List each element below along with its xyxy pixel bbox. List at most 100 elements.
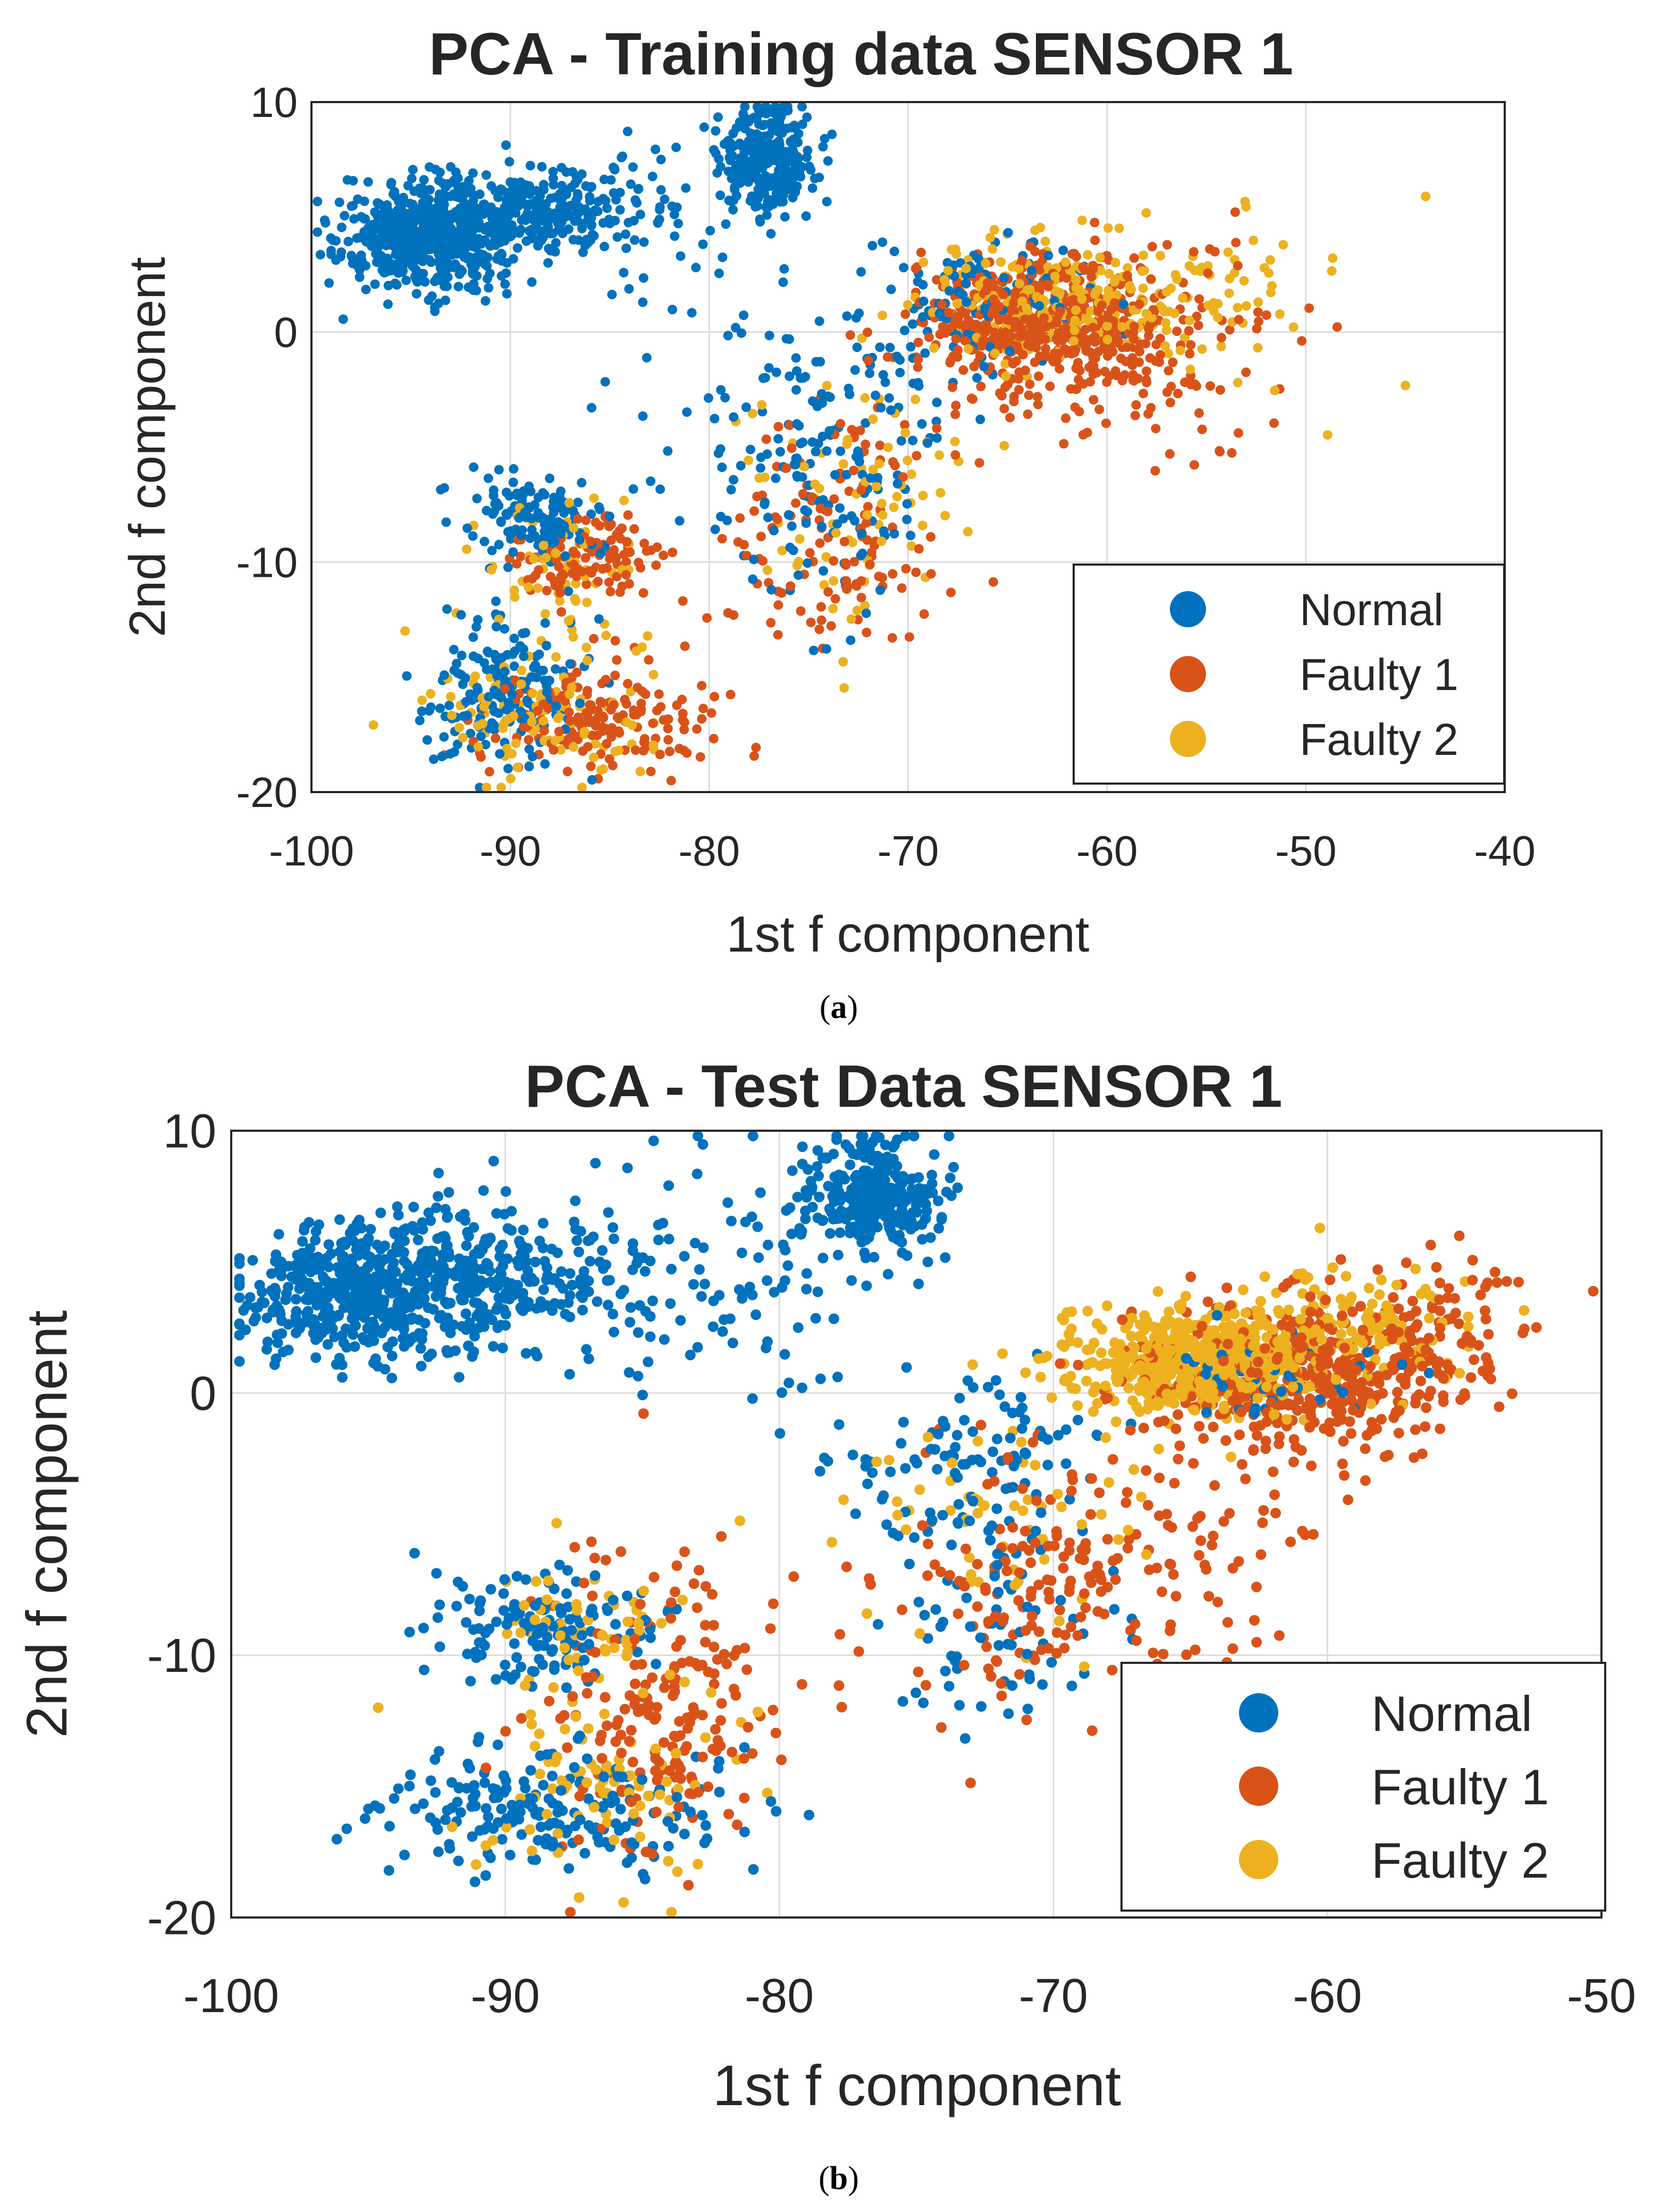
point-normal (762, 449, 772, 459)
point-faulty2 (747, 408, 757, 418)
point-faulty2 (550, 736, 560, 746)
point-normal (488, 485, 499, 495)
point-faulty1 (1017, 256, 1027, 266)
point-normal (482, 665, 492, 675)
point-normal (747, 1130, 758, 1141)
point-faulty1 (710, 692, 720, 702)
point-normal (437, 253, 448, 263)
point-faulty1 (1088, 369, 1098, 379)
point-faulty2 (839, 683, 849, 693)
point-faulty1 (655, 750, 665, 760)
point-normal (359, 196, 369, 206)
point-faulty2 (1160, 341, 1170, 351)
point-faulty2 (637, 642, 647, 652)
point-faulty1 (631, 710, 642, 720)
point-normal (729, 475, 738, 485)
point-faulty1 (692, 1602, 703, 1613)
point-faulty2 (470, 1859, 482, 1870)
point-faulty1 (964, 315, 974, 325)
point-faulty1 (610, 636, 620, 646)
point-normal (374, 1803, 385, 1814)
point-faulty2 (591, 739, 600, 749)
point-faulty2 (735, 1515, 745, 1526)
point-faulty1 (1089, 395, 1099, 405)
point-faulty1 (719, 1649, 730, 1660)
point-faulty2 (1270, 385, 1280, 396)
point-faulty1 (1134, 299, 1144, 309)
point-faulty1 (1168, 357, 1178, 367)
point-faulty1 (556, 607, 567, 617)
point-faulty2 (1374, 1289, 1385, 1300)
point-normal (819, 566, 829, 576)
point-normal (769, 526, 779, 536)
point-faulty1 (1034, 371, 1043, 381)
point-faulty1 (698, 703, 709, 713)
point-normal (940, 1666, 951, 1677)
point-faulty1 (786, 581, 796, 591)
point-faulty2 (1126, 284, 1136, 294)
point-faulty2 (989, 225, 999, 235)
point-faulty2 (1161, 325, 1171, 335)
point-faulty1 (694, 1565, 705, 1576)
point-faulty1 (584, 566, 594, 576)
point-faulty2 (1103, 223, 1113, 233)
point-normal (794, 420, 804, 431)
point-faulty1 (997, 391, 1007, 401)
point-normal (755, 463, 765, 473)
point-faulty2 (1114, 223, 1124, 233)
point-normal (566, 200, 576, 211)
point-normal (404, 1627, 415, 1638)
point-faulty2 (1096, 1347, 1107, 1358)
point-normal (667, 201, 677, 211)
point-normal (449, 645, 459, 654)
point-normal (542, 1262, 553, 1273)
point-faulty1 (678, 596, 688, 606)
point-faulty1 (863, 356, 873, 366)
point-normal (725, 138, 735, 148)
point-normal (702, 1833, 713, 1844)
point-faulty2 (621, 717, 631, 727)
point-normal (443, 272, 453, 282)
point-normal (1055, 1595, 1066, 1606)
point-faulty1 (683, 1880, 694, 1891)
point-normal (442, 281, 452, 291)
chart-b-title: PCA - Test Data SENSOR 1 (525, 1053, 1282, 1120)
point-faulty1 (651, 560, 661, 570)
point-faulty1 (739, 1793, 750, 1804)
point-normal (472, 493, 482, 503)
point-normal (420, 277, 430, 287)
point-normal (739, 147, 749, 157)
point-faulty2 (988, 244, 998, 254)
point-normal (446, 162, 456, 172)
point-faulty2 (1139, 250, 1149, 260)
point-normal (334, 197, 344, 207)
point-faulty1 (677, 694, 687, 704)
point-normal (682, 407, 692, 417)
point-normal (500, 667, 510, 677)
point-faulty1 (1494, 1401, 1505, 1412)
point-normal (420, 254, 430, 264)
point-normal (783, 510, 794, 520)
point-faulty2 (551, 652, 561, 662)
point-normal (467, 241, 477, 251)
point-faulty1 (654, 689, 664, 699)
point-faulty2 (551, 548, 561, 558)
point-faulty1 (1024, 390, 1034, 400)
point-normal (878, 237, 888, 247)
point-normal (326, 233, 336, 243)
point-normal (945, 286, 954, 296)
point-normal (740, 102, 750, 112)
point-faulty1 (581, 1688, 593, 1699)
point-faulty1 (1059, 439, 1069, 449)
point-normal (728, 205, 738, 215)
point-normal (818, 142, 828, 152)
point-faulty2 (1117, 322, 1127, 332)
point-faulty2 (579, 727, 589, 737)
point-normal (714, 268, 724, 279)
point-normal (687, 308, 697, 318)
point-faulty1 (615, 587, 625, 597)
point-faulty2 (963, 527, 973, 537)
point-normal (508, 547, 518, 557)
point-faulty2 (512, 762, 522, 772)
point-faulty1 (1061, 324, 1072, 334)
